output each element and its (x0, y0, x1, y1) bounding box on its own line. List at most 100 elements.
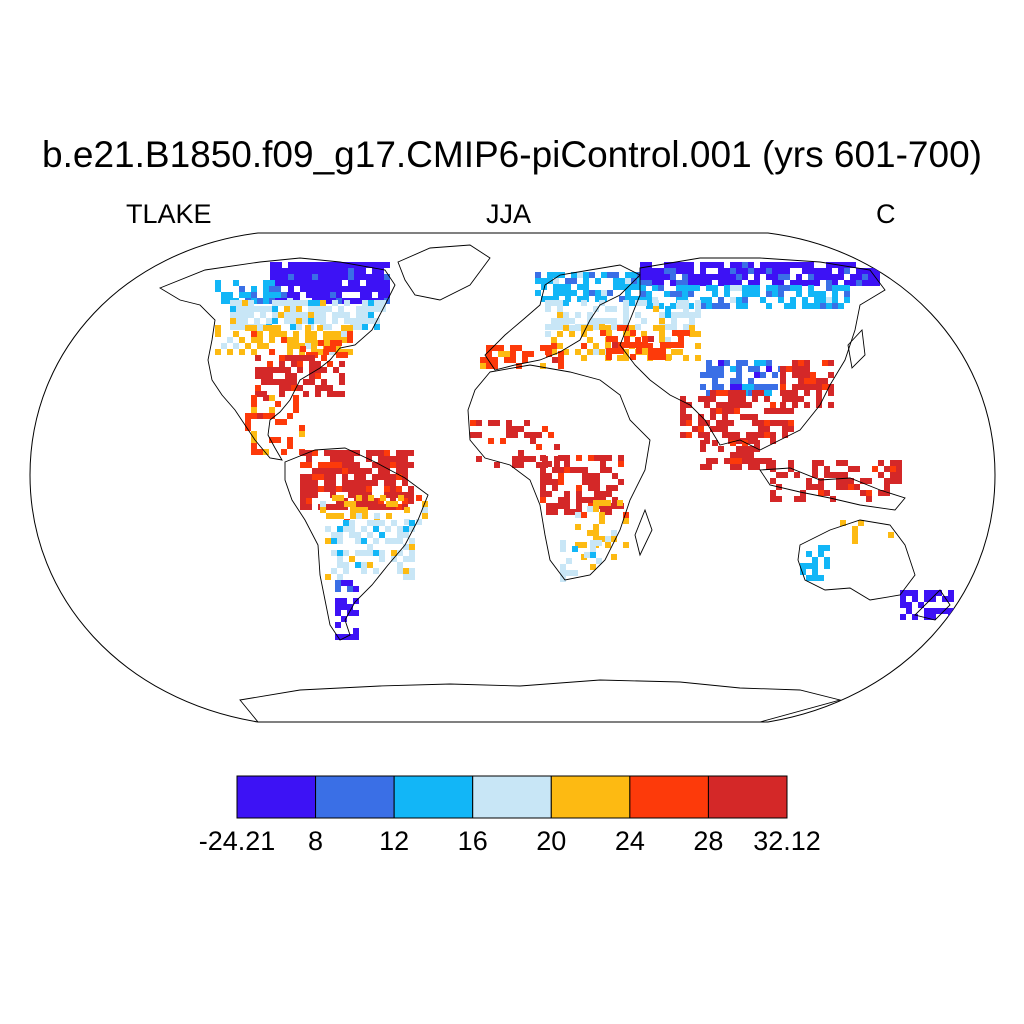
map-cell (930, 590, 936, 596)
map-cell (623, 306, 629, 312)
map-cell (302, 300, 308, 306)
map-cell (355, 538, 361, 544)
map-cell (402, 480, 408, 486)
coast-antarctica (239, 679, 842, 722)
colorbar-box-0 (236, 775, 317, 819)
map-cell (772, 384, 778, 390)
map-cell (814, 280, 820, 286)
map-cell (324, 480, 330, 486)
map-cell (348, 274, 354, 280)
map-cell (754, 274, 760, 280)
map-cell (866, 478, 872, 484)
map-cell (706, 458, 712, 464)
map-cell (287, 343, 293, 349)
map-cell (896, 472, 902, 478)
map-cell (409, 574, 415, 580)
map-cell (360, 292, 366, 298)
map-cell (706, 274, 712, 280)
map-cell (718, 360, 724, 366)
map-cell (336, 340, 342, 346)
map-cell (356, 507, 362, 513)
map-cell (362, 306, 368, 312)
map-cell (806, 551, 812, 557)
map-cell (740, 414, 746, 420)
map-cell (772, 291, 778, 297)
map-cell (553, 296, 559, 302)
map-cell (601, 296, 607, 302)
coast-new-zealand (914, 589, 951, 621)
map-cell (338, 513, 344, 519)
map-cell (605, 536, 611, 542)
map-cell (341, 604, 347, 610)
coast-australia (797, 519, 916, 601)
map-cell (862, 274, 868, 280)
map-cell (900, 596, 906, 602)
map-cell (577, 284, 583, 290)
map-cell (251, 331, 257, 337)
map-cell (379, 532, 385, 538)
map-cell (296, 300, 302, 306)
map-cell (666, 354, 672, 360)
map-cell (816, 390, 822, 396)
map-cell (494, 420, 500, 426)
map-cell (251, 443, 257, 449)
map-cell (818, 575, 824, 581)
map-cell (816, 402, 822, 408)
map-cell (824, 563, 830, 569)
colorbar-label-5: 24 (614, 826, 645, 856)
map-cell (896, 460, 902, 466)
map-cell (390, 486, 396, 492)
map-cell (816, 396, 822, 402)
map-cell (480, 363, 486, 369)
map-cell (330, 274, 336, 280)
map-cell (312, 286, 318, 292)
map-cell (890, 472, 896, 478)
map-cell (653, 300, 659, 306)
map-cell (770, 438, 776, 444)
map-cell (665, 312, 671, 318)
map-cell (566, 570, 572, 576)
map-cell (736, 384, 742, 390)
map-cell (659, 331, 665, 337)
map-cell (545, 331, 551, 337)
map-cell (612, 485, 618, 491)
map-cell (618, 342, 624, 348)
map-cell (297, 355, 303, 361)
map-cell (760, 297, 766, 303)
map-cell (611, 318, 617, 324)
map-cell (348, 450, 354, 456)
map-cell (730, 378, 736, 384)
map-cell (826, 274, 832, 280)
map-cell (734, 408, 740, 414)
map-cell (890, 466, 896, 472)
map-cell (360, 286, 366, 292)
map-cell (584, 552, 590, 558)
map-cell (712, 291, 718, 297)
map-cell (379, 520, 385, 526)
map-cell (712, 378, 718, 384)
map-cell (770, 478, 776, 484)
map-cell (260, 312, 266, 318)
map-cell (792, 390, 798, 396)
map-cell (314, 318, 320, 324)
map-cell (506, 426, 512, 432)
map-cell (384, 462, 390, 468)
map-cell (748, 262, 754, 268)
map-cell (748, 268, 754, 274)
map-cell (221, 343, 227, 349)
map-cell (236, 300, 242, 306)
map-cell (658, 285, 664, 291)
map-cell (312, 486, 318, 492)
map-cell (710, 408, 716, 414)
map-cell (347, 604, 353, 610)
map-cell (838, 285, 844, 291)
map-cell (269, 337, 275, 343)
map-cell (374, 306, 380, 312)
map-cell (305, 343, 311, 349)
map-cell (754, 372, 760, 378)
map-cell (672, 342, 678, 348)
map-cell (341, 616, 347, 622)
map-cell (700, 440, 706, 446)
map-cell (354, 480, 360, 486)
map-cell (530, 432, 536, 438)
